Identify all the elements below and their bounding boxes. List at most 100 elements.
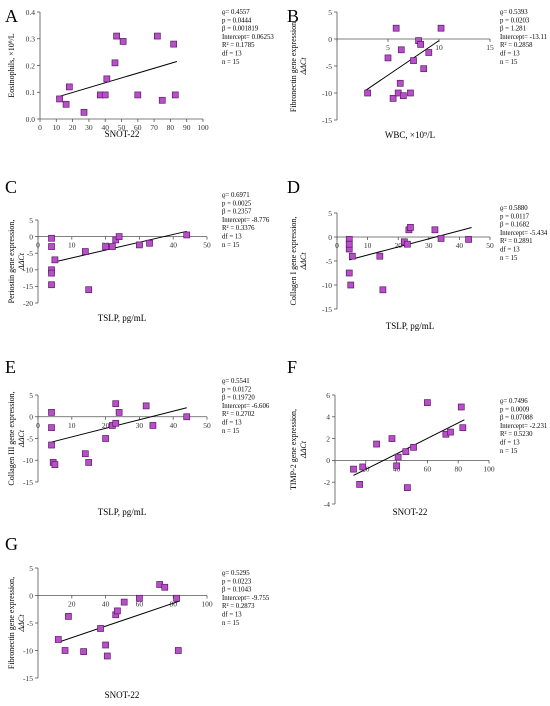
x-tick-label: 50 bbox=[118, 123, 126, 132]
stat-line: Intercept= -8.776 bbox=[222, 217, 270, 224]
x-tick-label: 20 bbox=[68, 600, 76, 609]
regression-line bbox=[58, 600, 181, 643]
stat-line: Intercept= 0.06253 bbox=[222, 34, 274, 41]
data-point bbox=[154, 32, 161, 40]
stat-line: R² = 0.3376 bbox=[222, 225, 255, 232]
data-point bbox=[379, 286, 387, 294]
data-point bbox=[407, 89, 414, 97]
data-point bbox=[350, 465, 357, 473]
data-point bbox=[101, 91, 109, 99]
data-point bbox=[348, 252, 356, 260]
y-tick-label: -10 bbox=[23, 456, 33, 465]
stat-line: Intercept= -2.231 bbox=[500, 423, 547, 430]
y-tick-label: -15 bbox=[322, 305, 332, 314]
data-point bbox=[149, 422, 157, 429]
stat-line: ϱ= 0.7496 bbox=[500, 398, 528, 405]
x-tick-label: 60 bbox=[136, 600, 144, 609]
stat-line: df = 13 bbox=[222, 420, 242, 427]
stat-line: df = 13 bbox=[500, 51, 520, 58]
x-tick-label: 100 bbox=[197, 123, 209, 132]
data-point bbox=[404, 484, 411, 491]
panel-letter: E bbox=[5, 357, 16, 377]
panel-letter: B bbox=[287, 6, 299, 26]
x-tick-label: 40 bbox=[169, 421, 177, 430]
stat-line: β = 0.1682 bbox=[500, 222, 530, 229]
y-tick-label: -10 bbox=[322, 89, 332, 98]
stat-line: df = 13 bbox=[500, 440, 520, 447]
stat-line: n = 15 bbox=[500, 59, 518, 66]
stat-line: p = 0.0117 bbox=[500, 213, 530, 220]
stat-line: R² = 0.2873 bbox=[222, 603, 255, 610]
y-tick-label: 0.1 bbox=[26, 88, 36, 97]
y-tick-label: 0 bbox=[328, 233, 332, 242]
data-point bbox=[112, 419, 120, 427]
panel-g: -15 -10 -5 0 5 20 40 60 80 100 G SNOT-22 Fibronectin… bbox=[5, 534, 270, 700]
y-tick-label: 0.3 bbox=[26, 35, 36, 44]
data-point bbox=[345, 269, 353, 277]
stat-line: R² = 0.1785 bbox=[222, 42, 255, 49]
data-point bbox=[384, 54, 392, 62]
y-axis-label: Collagen III gene expression, bbox=[7, 391, 16, 485]
data-point bbox=[109, 243, 116, 250]
panel-b: -15 -10 -5 0 5 5 10 15 B WBC, ×10⁹/L Fibronectin g… bbox=[287, 6, 547, 140]
data-point bbox=[388, 435, 396, 442]
stat-line: n = 15 bbox=[500, 255, 518, 262]
x-tick-label: 100 bbox=[483, 464, 495, 473]
y-tick-label: 0.4 bbox=[26, 8, 36, 17]
x-axis-label: SNOT-22 bbox=[105, 129, 140, 139]
data-point bbox=[431, 226, 439, 234]
x-axis-label: WBC, ×10⁹/L bbox=[385, 130, 435, 140]
data-point bbox=[410, 57, 417, 64]
data-point bbox=[85, 459, 93, 466]
x-tick-label: 50 bbox=[203, 241, 211, 250]
y-tick-label: -5 bbox=[27, 619, 33, 628]
x-axis-label: TSLP, pg/mL bbox=[98, 507, 147, 517]
data-point bbox=[459, 424, 467, 432]
y-tick-label: 4 bbox=[326, 413, 330, 422]
data-point bbox=[407, 224, 414, 231]
stat-line: n = 15 bbox=[222, 242, 240, 249]
stat-line: β = 1.281 bbox=[500, 26, 526, 33]
data-point bbox=[134, 91, 142, 99]
data-point bbox=[396, 79, 404, 87]
data-point bbox=[48, 441, 55, 449]
stat-line: p = 0.0025 bbox=[222, 200, 252, 207]
data-point bbox=[81, 248, 89, 255]
x-tick-label: 20 bbox=[69, 123, 77, 132]
data-point bbox=[80, 108, 88, 116]
y-tick-label: 0 bbox=[326, 456, 330, 465]
x-tick-label: 10 bbox=[435, 43, 443, 52]
data-point bbox=[120, 598, 128, 606]
stat-line: ϱ= 0.5393 bbox=[500, 9, 528, 16]
data-point bbox=[376, 252, 384, 260]
panel-letter: C bbox=[5, 177, 17, 197]
data-point bbox=[170, 40, 178, 48]
y-axis-label: Periostin gene expression, bbox=[7, 220, 16, 304]
panel-letter: A bbox=[5, 6, 18, 26]
stat-line: p = 0.0223 bbox=[222, 578, 252, 585]
data-point bbox=[119, 38, 127, 45]
data-point bbox=[48, 281, 55, 289]
y-tick-label: 0 bbox=[29, 413, 33, 422]
data-point bbox=[158, 96, 166, 104]
data-point bbox=[80, 648, 87, 655]
y-axis-label: ΔΔCt bbox=[299, 252, 308, 271]
y-tick-label: -4 bbox=[324, 500, 330, 509]
data-point bbox=[173, 594, 180, 602]
panel-letter: G bbox=[5, 534, 18, 554]
data-point bbox=[373, 440, 380, 448]
x-axis-label: TSLP, pg/mL bbox=[98, 313, 147, 323]
data-point bbox=[359, 463, 367, 471]
x-tick-label: 80 bbox=[454, 464, 462, 473]
y-tick-label: 0.0 bbox=[26, 115, 36, 124]
data-point bbox=[465, 236, 472, 243]
x-tick-label: 100 bbox=[201, 600, 213, 609]
stat-line: p = 0.0203 bbox=[500, 17, 530, 24]
x-tick-label: 10 bbox=[68, 421, 76, 430]
stat-line: p = 0.0444 bbox=[222, 17, 252, 24]
y-tick-label: 0 bbox=[29, 591, 33, 600]
stat-line: Intercept= -6.606 bbox=[222, 403, 270, 410]
x-tick-label: 30 bbox=[136, 421, 144, 430]
y-axis-label: ΔΔCt bbox=[17, 429, 26, 448]
